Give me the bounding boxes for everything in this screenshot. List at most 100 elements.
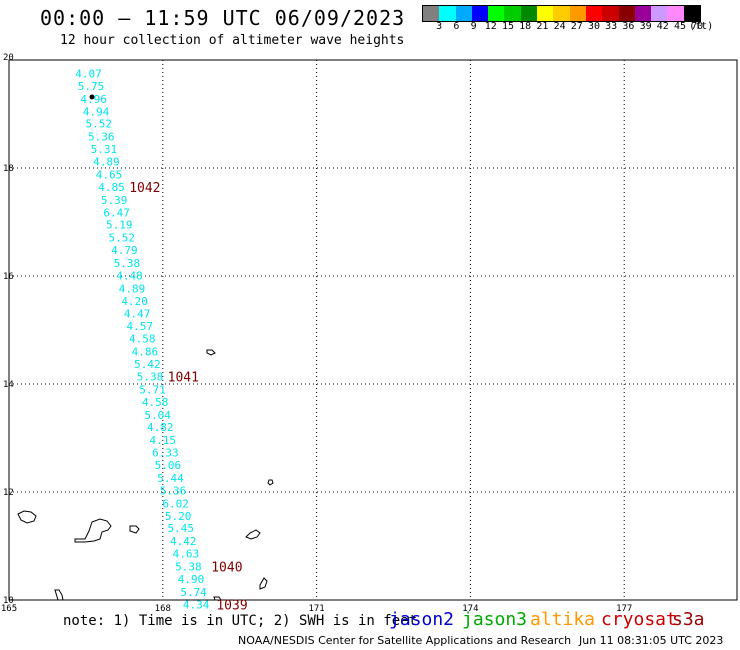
swh-value-label: 5.31 xyxy=(91,143,118,156)
legend-label: 15 xyxy=(501,21,515,32)
swh-value-label: 5.52 xyxy=(109,232,136,245)
island-outline xyxy=(267,479,274,486)
legend-label: 3 xyxy=(436,21,443,32)
swh-value-label: 4.90 xyxy=(178,573,205,586)
legend-swatch xyxy=(471,6,489,21)
swh-value-label: 5.20 xyxy=(165,510,192,523)
y-tick-label: 18 xyxy=(3,164,14,174)
island-outline xyxy=(259,577,268,590)
legend-swatch xyxy=(455,6,472,21)
legend-label: 70 xyxy=(691,21,704,32)
island-outline xyxy=(129,525,140,534)
legend-label: 6 xyxy=(453,21,460,32)
island-outline xyxy=(54,589,64,601)
legend-swatch xyxy=(520,6,538,21)
legend-swatch xyxy=(602,6,619,21)
swh-value-label: 5.45 xyxy=(167,522,194,535)
swh-value-label: 5.74 xyxy=(180,586,207,599)
x-tick-label: 165 xyxy=(1,604,17,614)
swh-value-label: 4.58 xyxy=(129,333,156,346)
swh-value-label: 4.79 xyxy=(111,244,138,257)
legend-swatch xyxy=(667,6,684,21)
swh-value-label: 5.44 xyxy=(157,472,184,485)
swh-value-label: 4.86 xyxy=(132,346,159,359)
island-outline xyxy=(206,349,216,356)
swh-value-label: 5.71 xyxy=(139,383,166,396)
generated-timestamp: Jun 11 08:31:05 UTC 2023 xyxy=(579,634,724,647)
legend-swatch xyxy=(683,6,701,21)
swh-value-label: 4.07 xyxy=(75,68,102,81)
legend-swatch xyxy=(423,6,440,21)
island-dot xyxy=(89,94,95,100)
legend-label: (ft) xyxy=(689,21,714,32)
swh-value-label: 4.57 xyxy=(126,320,153,333)
pass-number-label: 1042 xyxy=(129,181,160,196)
satellite-s3a: s3a xyxy=(672,609,705,630)
chart-title: 00:00 – 11:59 UTC 06/09/2023 xyxy=(40,6,406,30)
swh-value-label: 6.33 xyxy=(152,447,179,460)
legend-swatch xyxy=(439,6,456,21)
legend-label: 27 xyxy=(570,21,583,32)
plot-frame xyxy=(8,59,738,601)
satellite-jason3: jason3 xyxy=(462,609,528,630)
satellite-cryosat: cryosat xyxy=(601,609,677,630)
swh-value-label: 4.58 xyxy=(142,396,169,409)
swh-value-label: 4.42 xyxy=(170,535,197,548)
credit-line: NOAA/NESDIS Center for Satellite Applica… xyxy=(238,634,572,647)
legend-label: 9 xyxy=(470,21,477,32)
legend-label: 39 xyxy=(639,21,652,32)
x-tick-label: 171 xyxy=(308,604,324,614)
swh-value-label: 4.63 xyxy=(173,548,200,561)
swh-value-label: 5.36 xyxy=(160,484,187,497)
legend-swatch xyxy=(488,6,505,21)
y-tick-label: 16 xyxy=(3,272,14,282)
swh-value-label: 4.48 xyxy=(116,269,143,282)
footer-note: note: 1) Time is in UTC; 2) SWH is in fe… xyxy=(63,613,418,629)
pass-number-label: 1041 xyxy=(168,370,199,385)
swh-value-label: 6.47 xyxy=(103,206,130,219)
island-outline xyxy=(213,596,222,601)
swh-value-label: 5.38 xyxy=(175,561,202,574)
legend-swatch xyxy=(634,6,652,21)
legend-swatch xyxy=(651,6,668,21)
swh-value-label: 6.02 xyxy=(162,497,189,510)
color-scale-labels: 3 6 9 12 15 18 21 24 27 30 33 36 39 42 45 70 (ft) xyxy=(422,21,732,33)
swh-value-label: 4.34 xyxy=(183,598,210,611)
legend-swatch xyxy=(553,6,570,21)
swh-value-label: 4.20 xyxy=(121,295,148,308)
x-tick-label: 174 xyxy=(462,604,478,614)
legend-label: 12 xyxy=(484,21,497,32)
legend-label: 18 xyxy=(519,21,532,32)
swh-value-label: 4.65 xyxy=(96,168,123,181)
swh-value-label: 5.36 xyxy=(88,131,115,144)
island-outline xyxy=(74,518,112,543)
island-outline xyxy=(17,510,37,524)
swh-value-label: 5.52 xyxy=(85,118,112,131)
swh-value-label: 4.89 xyxy=(93,156,120,169)
legend-swatch xyxy=(618,6,635,21)
x-tick-label: 168 xyxy=(155,604,171,614)
swh-value-label: 5.39 xyxy=(101,194,128,207)
swh-value-label: 4.15 xyxy=(150,434,177,447)
swh-value-label: 5.06 xyxy=(155,459,182,472)
y-tick-label: 20 xyxy=(3,53,14,63)
satellite-jason2: jason2 xyxy=(389,609,455,630)
legend-label: 42 xyxy=(656,21,669,32)
swh-value-label: 5.19 xyxy=(106,219,133,232)
pass-number-label: 1039 xyxy=(216,598,247,613)
swh-value-label: 4.82 xyxy=(147,421,174,434)
swh-value-label: 5.75 xyxy=(78,80,105,93)
y-tick-label: 10 xyxy=(3,596,14,606)
legend-label: 24 xyxy=(553,21,566,32)
legend-label: 36 xyxy=(622,21,635,32)
color-scale-legend xyxy=(422,5,702,22)
swh-value-label: 5.04 xyxy=(144,409,171,422)
swh-value-label: 5.38 xyxy=(114,257,141,270)
satellite-altika: altika xyxy=(530,609,596,630)
swh-value-label: 4.85 xyxy=(98,181,125,194)
chart-subtitle: 12 hour collection of altimeter wave hei… xyxy=(60,33,405,48)
legend-swatch xyxy=(585,6,603,21)
swh-value-label: 4.96 xyxy=(80,93,107,106)
swh-value-label: 4.47 xyxy=(124,307,151,320)
